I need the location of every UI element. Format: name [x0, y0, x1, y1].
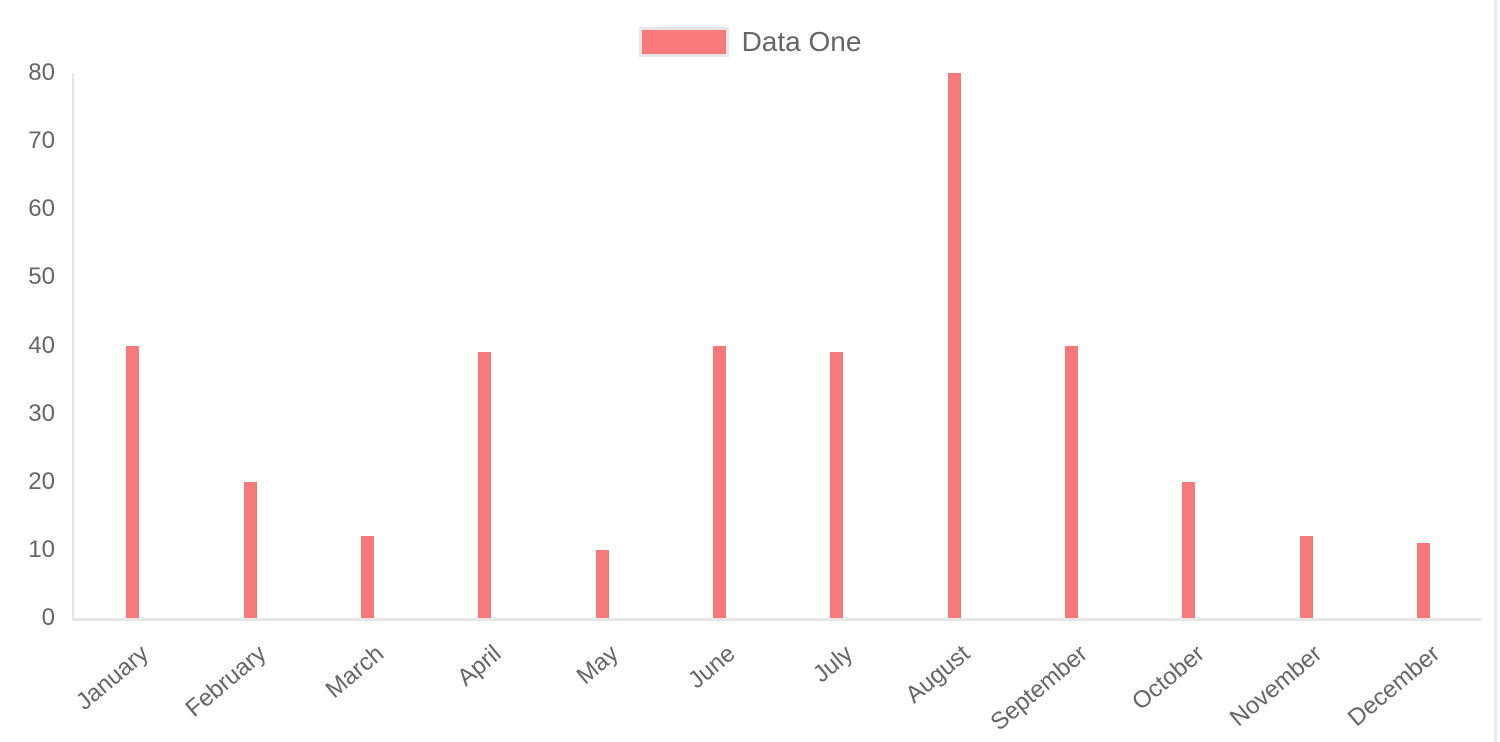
- y-axis-tick-labels: 0 10 20 30 40 50 60 70 80: [0, 0, 55, 742]
- y-tick-label-0: 0: [41, 604, 55, 631]
- page-right-edge-line: [1494, 0, 1497, 742]
- x-axis-label-june: June: [683, 640, 741, 695]
- y-tick-label-20: 20: [28, 467, 55, 495]
- x-axis-label-november: November: [1225, 640, 1328, 732]
- bar-august[interactable]: [947, 73, 961, 618]
- y-tick-label-70: 70: [28, 127, 55, 155]
- bar-may[interactable]: [595, 549, 609, 618]
- bar-october[interactable]: [1182, 481, 1196, 618]
- x-axis-label-october: October: [1127, 640, 1211, 716]
- bar-july[interactable]: [830, 352, 844, 618]
- legend-label: Data One: [741, 26, 862, 57]
- x-axis-label-july: July: [807, 640, 859, 689]
- y-tick-label-30: 30: [28, 399, 55, 427]
- bar-april[interactable]: [478, 352, 492, 618]
- legend-swatch: [638, 27, 729, 57]
- x-axis-label-may: May: [571, 640, 624, 690]
- x-axis-label-august: August: [900, 640, 976, 709]
- y-tick-label-40: 40: [28, 331, 55, 359]
- bar-september[interactable]: [1064, 345, 1078, 618]
- x-axis-label-january: January: [71, 640, 155, 716]
- y-tick-label-50: 50: [28, 263, 55, 291]
- bar-december[interactable]: [1416, 543, 1430, 618]
- x-axis-label-february: February: [180, 640, 272, 723]
- bar-january[interactable]: [126, 345, 140, 618]
- x-axis-label-december: December: [1342, 640, 1445, 732]
- y-tick-label-80: 80: [28, 59, 55, 86]
- chart-legend: Data One: [0, 26, 1500, 58]
- legend-item-data-one[interactable]: Data One: [638, 26, 862, 58]
- y-tick-label-60: 60: [28, 195, 55, 223]
- plot-area: [72, 73, 1482, 621]
- x-axis-label-september: September: [985, 640, 1093, 737]
- bar-november[interactable]: [1299, 536, 1313, 618]
- x-axis-label-march: March: [320, 640, 389, 704]
- x-axis-label-april: April: [451, 640, 507, 692]
- bar-february[interactable]: [243, 481, 257, 618]
- bar-march[interactable]: [360, 536, 374, 618]
- y-tick-label-10: 10: [28, 535, 55, 563]
- bar-june[interactable]: [712, 345, 726, 618]
